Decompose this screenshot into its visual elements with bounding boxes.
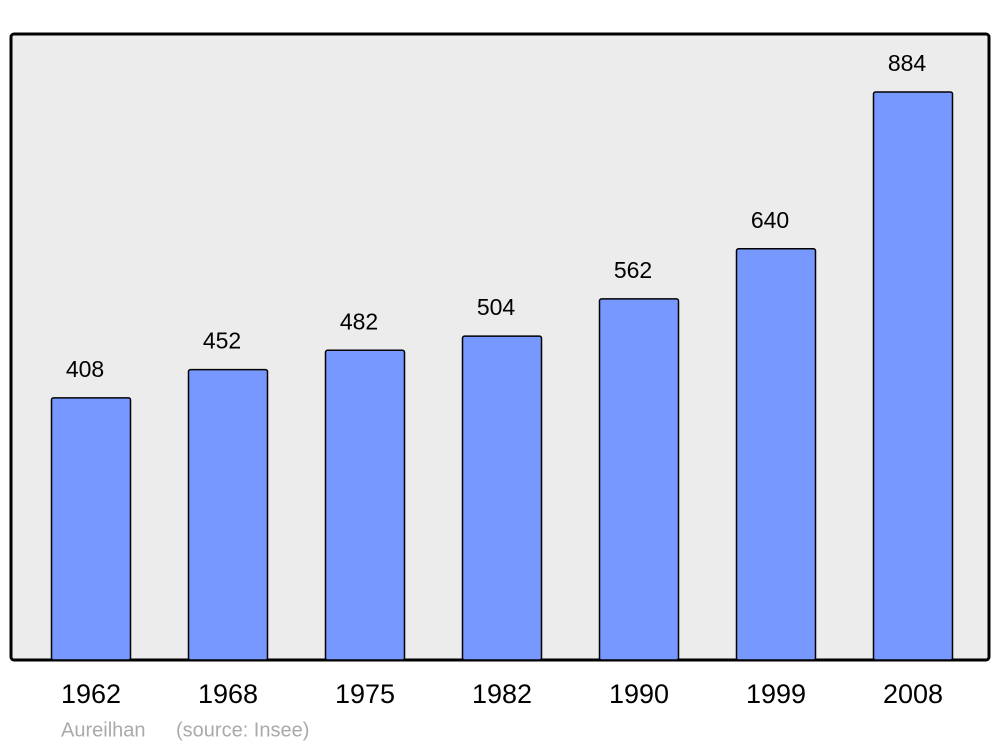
place-name: Aureilhan bbox=[61, 719, 146, 741]
value-label: 562 bbox=[614, 257, 652, 283]
bar bbox=[50, 397, 132, 661]
bar bbox=[735, 248, 817, 661]
value-label: 640 bbox=[751, 207, 789, 233]
value-label: 408 bbox=[66, 356, 104, 382]
value-label: 452 bbox=[203, 328, 241, 354]
x-tick-label: 1999 bbox=[746, 679, 806, 709]
value-label: 884 bbox=[888, 50, 927, 76]
source-note: (source: Insee) bbox=[176, 719, 309, 741]
x-tick-label: 1990 bbox=[609, 679, 669, 709]
x-tick-label: 1968 bbox=[198, 679, 258, 709]
bar bbox=[598, 298, 680, 661]
bar bbox=[324, 349, 406, 661]
x-tick-label: 2008 bbox=[883, 679, 943, 709]
x-tick-label: 1962 bbox=[61, 679, 121, 709]
x-tick-label: 1975 bbox=[335, 679, 395, 709]
bar bbox=[461, 335, 543, 661]
value-label: 504 bbox=[477, 294, 516, 320]
bar bbox=[872, 91, 954, 661]
bar bbox=[187, 368, 269, 661]
x-tick-label: 1982 bbox=[472, 679, 532, 709]
value-label: 482 bbox=[340, 308, 378, 334]
